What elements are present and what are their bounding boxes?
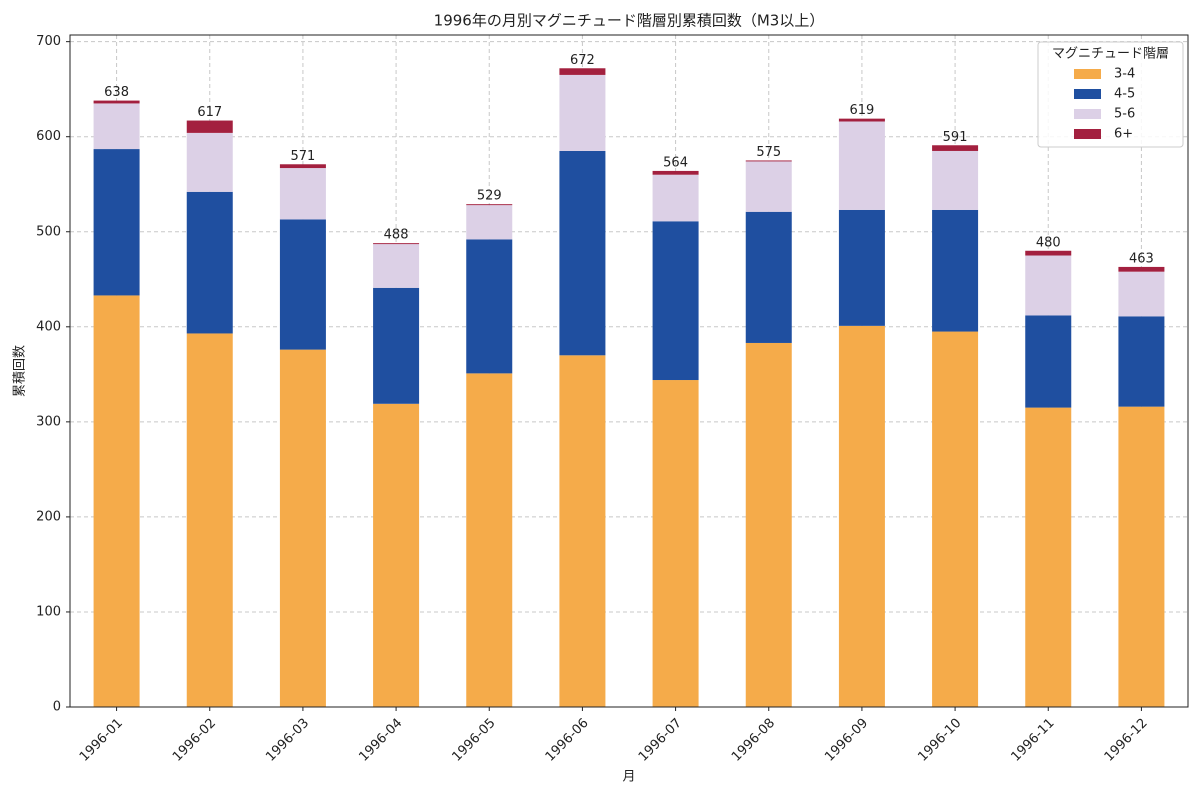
- legend-label: 6+: [1114, 127, 1133, 142]
- bar-segment: [652, 380, 699, 707]
- legend-title: マグニチュード階層: [1052, 47, 1169, 62]
- y-tick-label: 400: [36, 319, 61, 334]
- total-label: 488: [384, 228, 409, 243]
- y-axis-label: 累積回数: [13, 345, 28, 397]
- y-tick-label: 100: [36, 604, 61, 619]
- legend-label: 5-6: [1114, 107, 1135, 122]
- x-tick-label: 1996-05: [450, 716, 499, 765]
- plot-frame: [69, 34, 1189, 708]
- legend-swatch: [1074, 109, 1101, 119]
- bar-segment: [1025, 315, 1072, 408]
- bar-segment: [838, 118, 885, 122]
- total-label: 480: [1036, 235, 1061, 250]
- bar-segment: [932, 209, 979, 332]
- y-tick-label: 600: [36, 129, 61, 144]
- total-label: 463: [1129, 251, 1154, 266]
- bar-segment: [838, 325, 885, 707]
- x-tick-label: 1996-06: [543, 716, 592, 765]
- bar-segment: [93, 295, 140, 707]
- bars: [93, 68, 1165, 707]
- bar-segment: [186, 333, 233, 707]
- bar-segment: [466, 205, 513, 240]
- bar-segment: [466, 204, 513, 206]
- total-label: 619: [850, 103, 875, 118]
- bar-segment: [466, 239, 513, 374]
- bar-segment: [186, 120, 233, 133]
- bar-segment: [652, 174, 699, 222]
- legend-box: [1037, 41, 1184, 148]
- bar-segment: [745, 342, 792, 707]
- y-tick-label: 300: [36, 414, 61, 429]
- bar-segment: [838, 121, 885, 210]
- bar-segment: [652, 221, 699, 381]
- bar-segment: [1118, 316, 1165, 407]
- legend-swatch: [1074, 129, 1101, 139]
- bar-segment: [93, 100, 140, 104]
- bar-segment: [932, 150, 979, 210]
- bar-segment: [932, 331, 979, 707]
- total-label: 529: [477, 189, 502, 204]
- bar-segment: [1025, 250, 1072, 256]
- bar-segment: [1118, 406, 1165, 707]
- bar-segment: [652, 170, 699, 175]
- bar-segment: [466, 373, 513, 707]
- bar-segment: [559, 150, 606, 356]
- bar-segment: [279, 168, 326, 220]
- x-tick-label: 1996-10: [915, 716, 964, 765]
- x-tick-label: 1996-01: [77, 716, 126, 765]
- x-tick-label: 1996-12: [1102, 716, 1151, 765]
- total-label: 617: [197, 105, 222, 120]
- x-tick-label: 1996-09: [822, 716, 871, 765]
- y-tick-label: 200: [36, 509, 61, 524]
- bar-segment: [373, 403, 420, 707]
- total-label: 672: [570, 53, 595, 68]
- bar-segment: [93, 149, 140, 296]
- bar-segment: [838, 209, 885, 326]
- bar-segment: [186, 191, 233, 334]
- bar-segment: [373, 244, 420, 288]
- bar-segment: [1025, 255, 1072, 316]
- y-tick-label: 0: [53, 700, 61, 715]
- chart-title: 1996年の月別マグニチュード階層別累積回数（M3以上）: [434, 12, 825, 30]
- x-axis-label: 月: [622, 770, 635, 785]
- bar-segment: [279, 164, 326, 169]
- x-tick-label: 1996-11: [1009, 716, 1058, 765]
- legend-label: 3-4: [1114, 67, 1135, 82]
- total-label: 571: [291, 149, 316, 164]
- bar-segment: [559, 74, 606, 151]
- bar-segment: [1118, 266, 1165, 272]
- bar-segment: [373, 287, 420, 404]
- bar-segment: [745, 161, 792, 212]
- bar-segment: [373, 243, 420, 245]
- legend-swatch: [1074, 69, 1101, 79]
- bar-segment: [1025, 407, 1072, 707]
- bar-segment: [279, 349, 326, 707]
- bar-segment: [745, 160, 792, 162]
- total-label: 591: [943, 130, 968, 145]
- bar-segment: [932, 145, 979, 151]
- y-tick-label: 700: [36, 34, 61, 49]
- bar-segment: [279, 219, 326, 350]
- x-tick-label: 1996-08: [729, 716, 778, 765]
- legend-swatch: [1074, 89, 1101, 99]
- x-tick-label: 1996-07: [636, 716, 685, 765]
- bar-segment: [559, 355, 606, 707]
- bar-segment: [559, 68, 606, 75]
- bar-segment: [93, 103, 140, 150]
- legend-label: 4-5: [1114, 87, 1135, 102]
- x-tick-label: 1996-03: [263, 716, 312, 765]
- y-tick-label: 500: [36, 224, 61, 239]
- total-label: 564: [663, 155, 688, 170]
- bar-segment: [1118, 271, 1165, 317]
- x-tick-label: 1996-02: [170, 716, 219, 765]
- total-label: 575: [756, 145, 781, 160]
- bar-segment: [186, 132, 233, 192]
- total-label: 638: [104, 85, 129, 100]
- grid: [70, 35, 1188, 708]
- x-tick-label: 1996-04: [356, 716, 405, 765]
- bar-segment: [745, 211, 792, 343]
